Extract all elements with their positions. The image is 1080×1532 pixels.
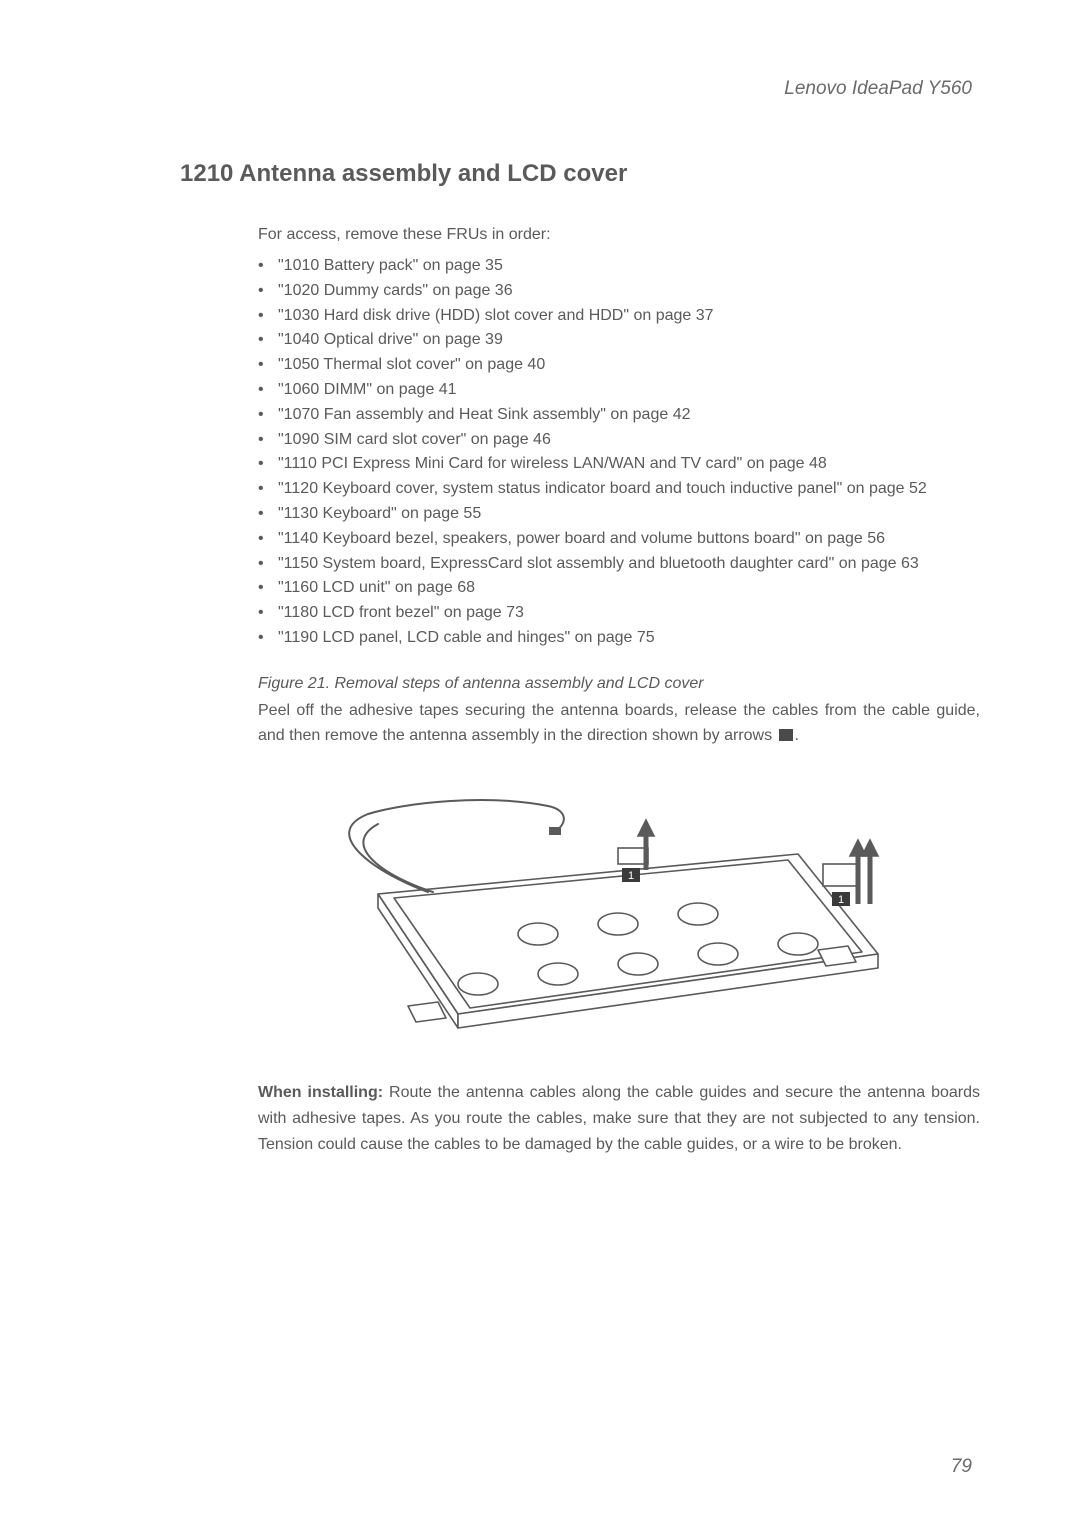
figure-desc-before: Peel off the adhesive tapes securing the… [258,702,980,744]
list-item: "1030 Hard disk drive (HDD) slot cover a… [258,304,980,329]
figure-caption: Figure 21. Removal steps of antenna asse… [258,675,980,693]
list-item: "1130 Keyboard" on page 55 [258,502,980,527]
removal-diagram: 1 1 [258,774,898,1054]
list-item: "1140 Keyboard bezel, speakers, power bo… [258,527,980,552]
list-item: "1040 Optical drive" on page 39 [258,328,980,353]
list-item: "1050 Thermal slot cover" on page 40 [258,353,980,378]
list-item: "1070 Fan assembly and Heat Sink assembl… [258,403,980,428]
callout-label: 1 [838,894,844,906]
header-product-title: Lenovo IdeaPad Y560 [180,78,980,100]
list-item: "1120 Keyboard cover, system status indi… [258,477,980,502]
fru-list: "1010 Battery pack" on page 35 "1020 Dum… [258,254,980,651]
section-heading: 1210 Antenna assembly and LCD cover [180,160,980,188]
callout-label: 1 [628,870,634,882]
list-item: "1190 LCD panel, LCD cable and hinges" o… [258,626,980,651]
page-number: 79 [951,1456,972,1478]
install-label: When installing: [258,1084,383,1101]
list-item: "1180 LCD front bezel" on page 73 [258,601,980,626]
list-item: "1060 DIMM" on page 41 [258,378,980,403]
list-item: "1090 SIM card slot cover" on page 46 [258,428,980,453]
list-item: "1020 Dummy cards" on page 36 [258,279,980,304]
list-item: "1160 LCD unit" on page 68 [258,576,980,601]
page-container: Lenovo IdeaPad Y560 1210 Antenna assembl… [0,0,1080,1217]
list-item: "1110 PCI Express Mini Card for wireless… [258,452,980,477]
figure-desc-after: . [795,727,799,744]
list-item: "1010 Battery pack" on page 35 [258,254,980,279]
intro-text: For access, remove these FRUs in order: [258,226,980,244]
list-item: "1150 System board, ExpressCard slot ass… [258,552,980,577]
install-note: When installing: Route the antenna cable… [258,1080,980,1157]
figure-description: Peel off the adhesive tapes securing the… [258,699,980,749]
callout-marker-icon [779,729,793,741]
